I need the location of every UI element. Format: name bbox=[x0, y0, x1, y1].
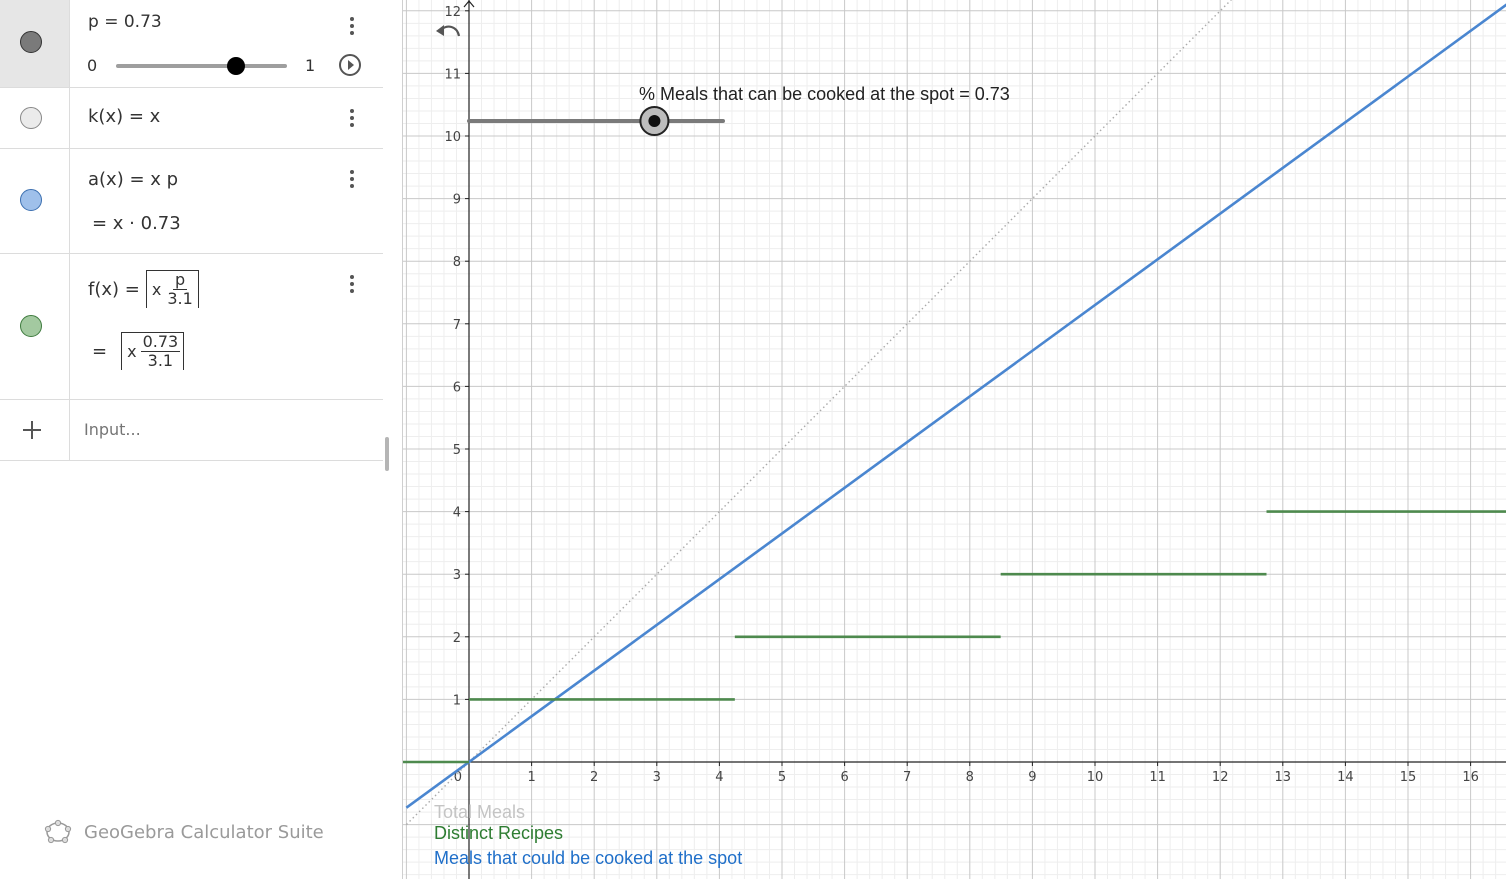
y-tick-label: 2 bbox=[453, 631, 461, 646]
fraction-numerator: 0.73 bbox=[140, 332, 181, 352]
function-f-lhs: f(x) = bbox=[88, 278, 140, 300]
slider-caption: % Meals that can be cooked at the spot =… bbox=[639, 84, 1010, 104]
algebra-row-f[interactable]: f(x) = x p 3.1 = x 0.73 3.1 bbox=[0, 254, 383, 400]
fraction: p 3.1 bbox=[165, 271, 194, 308]
function-f-equals: = bbox=[92, 340, 108, 362]
y-tick-label: 5 bbox=[453, 443, 461, 458]
ceiling-bracket: x p 3.1 bbox=[145, 270, 199, 308]
legend-meals-cooked: Meals that could be cooked at the spot bbox=[434, 848, 743, 868]
function-a-definition[interactable]: a(x) = x p bbox=[88, 169, 179, 190]
algebra-row-a[interactable]: a(x) = x p = x · 0.73 bbox=[0, 149, 383, 254]
x-tick-label: 13 bbox=[1275, 770, 1292, 785]
origin-label: 0 bbox=[454, 770, 462, 785]
x-tick-label: 3 bbox=[653, 770, 661, 785]
visibility-marble-k[interactable] bbox=[20, 107, 42, 129]
x-tick-label: 8 bbox=[966, 770, 974, 785]
slider-p-thumb[interactable] bbox=[227, 57, 245, 75]
x-tick-label: 16 bbox=[1462, 770, 1479, 785]
visibility-marble-f[interactable] bbox=[20, 315, 42, 337]
function-f-definition[interactable]: f(x) = x p 3.1 bbox=[88, 270, 199, 308]
x-tick-label: 15 bbox=[1400, 770, 1417, 785]
visibility-marble-a[interactable] bbox=[20, 189, 42, 211]
y-tick-label: 4 bbox=[453, 506, 461, 521]
slider-p-label[interactable]: p = 0.73 bbox=[88, 12, 162, 32]
geogebra-brand: GeoGebra Calculator Suite bbox=[44, 819, 324, 845]
more-menu-icon[interactable] bbox=[343, 167, 361, 193]
x-tick-label: 14 bbox=[1337, 770, 1354, 785]
more-menu-icon[interactable] bbox=[343, 272, 361, 298]
function-k-definition[interactable]: k(x) = x bbox=[88, 106, 161, 127]
function-a-line bbox=[405, 3, 1506, 809]
grid-minor bbox=[403, 0, 1506, 879]
more-menu-icon[interactable] bbox=[343, 106, 361, 132]
legend-total-meals: Total Meals bbox=[434, 802, 526, 822]
y-tick-label: 11 bbox=[444, 67, 461, 82]
algebra-row-k[interactable]: k(x) = x bbox=[0, 88, 383, 149]
graphics-slider[interactable] bbox=[467, 106, 725, 136]
play-button[interactable] bbox=[339, 54, 361, 76]
x-tick-label: 12 bbox=[1212, 770, 1229, 785]
slider-p-track[interactable] bbox=[116, 64, 287, 68]
x-tick-label: 7 bbox=[903, 770, 911, 785]
slider-max-label: 1 bbox=[305, 56, 316, 75]
fraction-numerator: p bbox=[172, 270, 188, 290]
geogebra-logo-icon bbox=[44, 819, 72, 844]
y-tick-label: 12 bbox=[444, 5, 461, 20]
marble-column bbox=[0, 400, 70, 460]
algebra-view: p = 0.73 0 1 k(x) = x a(x) = x p = x · 0… bbox=[0, 0, 383, 879]
y-tick-label: 10 bbox=[444, 130, 461, 145]
graphics-slider-thumb bbox=[648, 115, 661, 127]
visibility-marble-p[interactable] bbox=[20, 31, 42, 53]
algebra-input-field[interactable] bbox=[82, 416, 366, 442]
y-tick-label: 9 bbox=[453, 193, 461, 208]
undo-button[interactable] bbox=[433, 22, 463, 46]
undo-icon bbox=[436, 25, 461, 37]
y-tick-label: 1 bbox=[453, 693, 461, 708]
marble-column bbox=[0, 254, 70, 399]
marble-column bbox=[0, 0, 70, 87]
play-icon bbox=[348, 60, 354, 70]
slider-min-label: 0 bbox=[87, 56, 98, 75]
x-tick-label: 5 bbox=[778, 770, 786, 785]
marble-column bbox=[0, 149, 70, 253]
y-axis-arrow bbox=[463, 0, 475, 8]
algebra-input-row[interactable] bbox=[0, 400, 383, 461]
y-tick-label: 7 bbox=[453, 318, 461, 333]
legend-distinct-recipes: Distinct Recipes bbox=[434, 823, 564, 843]
axes bbox=[403, 0, 1506, 879]
x-tick-label: 4 bbox=[715, 770, 723, 785]
y-tick-label: 3 bbox=[453, 568, 461, 583]
function-f-value: = x 0.73 3.1 bbox=[92, 332, 185, 370]
function-a-value: = x · 0.73 bbox=[92, 213, 181, 234]
algebra-row-p[interactable]: p = 0.73 0 1 bbox=[0, 0, 383, 88]
fraction: 0.73 3.1 bbox=[140, 332, 181, 370]
function-f-x: x bbox=[151, 280, 162, 299]
x-tick-label: 11 bbox=[1149, 770, 1166, 785]
marble-column bbox=[0, 88, 70, 148]
x-tick-label: 6 bbox=[840, 770, 848, 785]
panel-resize-handle[interactable] bbox=[385, 437, 389, 471]
x-tick-label: 9 bbox=[1028, 770, 1036, 785]
function-f-x2: x bbox=[127, 342, 137, 361]
more-menu-icon[interactable] bbox=[343, 14, 361, 40]
y-tick-label: 6 bbox=[453, 380, 461, 395]
plotted-functions bbox=[403, 0, 1506, 826]
fraction-denominator: 3.1 bbox=[147, 351, 174, 370]
ceiling-bracket: x 0.73 3.1 bbox=[121, 332, 185, 370]
fraction-denominator: 3.1 bbox=[167, 289, 193, 308]
x-tick-label: 10 bbox=[1087, 770, 1104, 785]
grid-major bbox=[403, 0, 1506, 879]
x-tick-label: 1 bbox=[527, 770, 535, 785]
brand-text: GeoGebra Calculator Suite bbox=[84, 821, 324, 843]
x-tick-label: 2 bbox=[590, 770, 598, 785]
plus-icon[interactable] bbox=[21, 419, 43, 441]
y-tick-label: 8 bbox=[453, 255, 461, 270]
graphics-view[interactable]: 1 2 3 4 5 6 7 8 9 10 11 12 13 14 15 16 1 2 3 4 5 6 7 8 9 10 11 12 0 … bbox=[402, 0, 1506, 879]
